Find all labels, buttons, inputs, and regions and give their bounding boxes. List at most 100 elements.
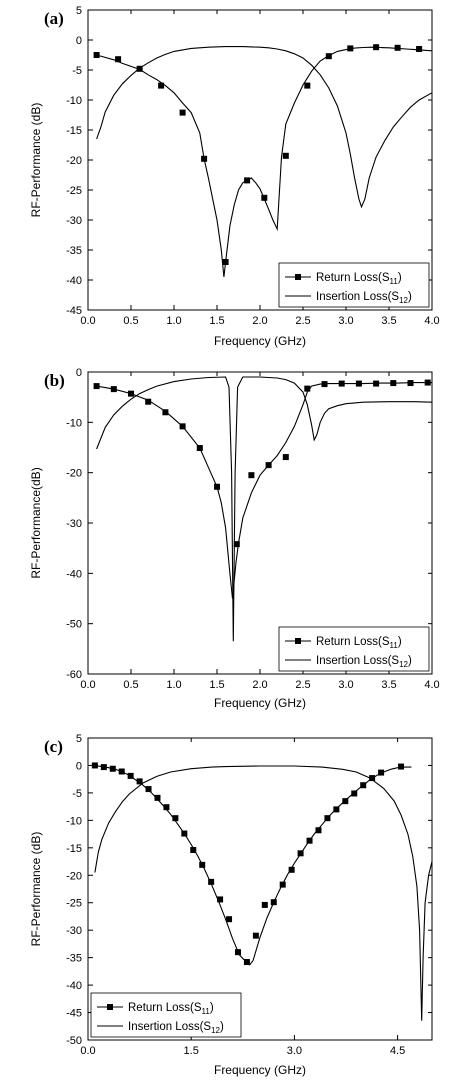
- y-tick-label: -10: [66, 95, 82, 107]
- plot-frame: [87, 737, 433, 1041]
- data-point: [373, 380, 380, 387]
- data-point: [163, 804, 170, 811]
- x-tick-label: 4.0: [424, 315, 439, 327]
- y-tick-label: -30: [66, 215, 82, 227]
- legend-label: Return Loss(S11): [316, 272, 402, 286]
- data-point: [265, 462, 272, 469]
- y-tick-label: -40: [66, 275, 82, 287]
- legend: [90, 992, 242, 1038]
- x-tick-label: 3.0: [338, 315, 353, 327]
- y-tick-label: -20: [66, 870, 82, 882]
- data-point: [234, 949, 241, 956]
- legend-label: Return Loss(S11): [316, 636, 402, 650]
- series-line-return-loss: [96, 382, 432, 599]
- panel-c: 0.0 1.5 3.0 4.5 5 0 -5 -10 -15 -20 -25 -30 -35 -40 -45…: [29, 733, 433, 1077]
- data-point: [222, 259, 229, 265]
- y-tick-label: 0: [76, 760, 82, 772]
- data-point: [118, 768, 125, 775]
- data-point: [373, 44, 380, 51]
- y-tick-label: -45: [66, 305, 82, 317]
- data-point: [261, 901, 268, 908]
- panel-b: 0.0 0.5 1.0 1.5 2.0 2.5 3.0 3.5 4.0 0 -10 -20 -30 -40…: [29, 367, 440, 710]
- data-point: [355, 380, 362, 387]
- legend: [278, 626, 430, 672]
- data-point: [201, 155, 208, 162]
- y-tick-label: -20: [66, 468, 82, 480]
- data-point: [347, 45, 354, 52]
- x-tick-label: 0.0: [80, 315, 95, 327]
- data-point: [243, 959, 250, 966]
- data-point: [190, 847, 197, 854]
- x-tick-label: 2.5: [295, 315, 310, 327]
- legend-label: Insertion Loss(S12): [316, 291, 412, 305]
- x-tick-label: 0.0: [80, 1045, 95, 1057]
- data-point: [93, 52, 100, 58]
- y-tick-label: -50: [66, 1035, 82, 1047]
- data-point: [333, 806, 340, 813]
- y-tick-label: -5: [72, 65, 82, 77]
- data-point: [179, 423, 186, 430]
- data-point: [306, 837, 313, 844]
- data-point: [304, 82, 311, 89]
- x-tick-label: 3.5: [381, 315, 396, 327]
- y-tick-label: -25: [66, 898, 82, 910]
- data-point: [91, 762, 98, 769]
- data-point: [288, 866, 295, 873]
- y-tick-label: -25: [66, 185, 82, 197]
- y-tick-label: 0: [76, 367, 82, 379]
- panel-label: (b): [44, 371, 65, 390]
- panel-label: (a): [44, 9, 64, 28]
- y-tick-label: -15: [66, 125, 82, 137]
- series-line-insertion-loss: [96, 46, 432, 209]
- data-point: [154, 794, 161, 801]
- data-point: [226, 916, 233, 923]
- y-tick-label: 0: [76, 35, 82, 47]
- data-point: [181, 830, 188, 837]
- data-point: [115, 56, 122, 63]
- data-point: [394, 44, 401, 51]
- y-tick-label: -15: [66, 843, 82, 855]
- y-tick-label: -20: [66, 155, 82, 167]
- x-tick-label: 3.0: [287, 1045, 302, 1057]
- data-point: [158, 82, 165, 89]
- y-tick-label: -30: [66, 925, 82, 937]
- data-point: [279, 881, 286, 888]
- panel-a: 0.0 0.5 1.0 1.5 2.0 2.5 3.0 3.5 4.0 5 0 -5 -10 -15 -20…: [29, 5, 440, 348]
- data-point: [145, 398, 152, 405]
- data-point: [297, 850, 304, 857]
- data-point: [109, 765, 116, 772]
- data-point: [338, 380, 345, 387]
- data-point: [325, 53, 332, 60]
- data-point: [321, 381, 328, 388]
- data-point: [324, 815, 331, 822]
- x-tick-label: 2.0: [252, 315, 267, 327]
- legend-marker: [295, 274, 301, 280]
- data-point: [110, 386, 117, 393]
- data-point: [172, 815, 179, 822]
- y-axis-title: RF-Performance (dB): [29, 832, 43, 947]
- y-axis-title: RF-Performance(dB): [29, 467, 43, 578]
- x-tick-label: 3.0: [338, 679, 353, 691]
- x-tick-label: 1.5: [209, 315, 224, 327]
- series-line-return-loss: [96, 46, 432, 278]
- x-tick-label: 1.5: [184, 1045, 199, 1057]
- x-tick-label: 3.5: [381, 679, 396, 691]
- x-tick-label: 0.5: [123, 315, 138, 327]
- data-point: [196, 445, 203, 452]
- data-point: [179, 109, 186, 116]
- legend-marker: [295, 638, 301, 644]
- y-tick-label: -50: [66, 619, 82, 631]
- x-tick-label: 4.5: [390, 1045, 405, 1057]
- y-tick-label: 5: [76, 733, 82, 745]
- y-tick-label: 5: [76, 5, 82, 17]
- data-point: [199, 861, 206, 868]
- data-point: [390, 380, 397, 387]
- y-tick-label: -45: [66, 1008, 82, 1020]
- x-tick-label: 1.0: [166, 679, 181, 691]
- data-point: [244, 177, 251, 184]
- y-tick-label: -60: [66, 669, 82, 681]
- y-axis-title: RF-Performance (dB): [29, 103, 43, 218]
- data-point: [233, 541, 240, 548]
- data-point: [127, 772, 134, 779]
- x-axis-title: Frequency (GHz): [214, 696, 306, 710]
